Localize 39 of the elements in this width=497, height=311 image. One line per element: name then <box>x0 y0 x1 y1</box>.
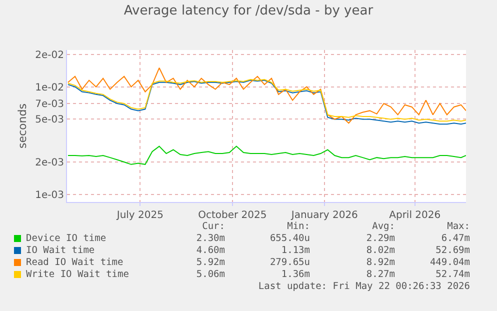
text: 5.92m <box>195 257 225 268</box>
text: Max: <box>447 221 470 232</box>
text: Last update: Fri May 22 00:26:33 2026 <box>257 281 470 292</box>
text: 8.02m <box>365 245 395 256</box>
text: 6.47m <box>441 233 470 244</box>
text: Min: <box>286 221 310 232</box>
y-tick-label: 1e-03 <box>35 190 64 201</box>
legend-label: IO Wait time <box>26 245 95 256</box>
chart-title: Average latency for /dev/sda - by year <box>124 4 374 19</box>
y-tick-label: 5e-03 <box>35 114 64 126</box>
legend-label: Device IO time <box>26 233 106 244</box>
y-tick-label: 2e-03 <box>35 158 64 169</box>
y-tick-label: 7e-03 <box>35 99 64 110</box>
x-tick-label: January 2026 <box>290 210 358 221</box>
text: 2.30m <box>195 233 225 244</box>
text: 4.60m <box>195 245 225 256</box>
text: 279.65u <box>268 257 310 268</box>
x-tick-label: July 2025 <box>116 210 164 221</box>
text: 8.92m <box>365 257 395 268</box>
text: 1.36m <box>280 269 310 280</box>
y-axis-title: seconds <box>16 103 29 148</box>
text: Avg: <box>371 221 395 232</box>
text: 5.06m <box>195 269 225 280</box>
legend-label: Read IO Wait time <box>26 257 124 268</box>
text: 52.69m <box>436 245 470 256</box>
text: 8.27m <box>365 269 395 280</box>
text: 2.29m <box>365 233 395 244</box>
legend-label: Write IO Wait time <box>26 269 129 280</box>
x-tick-label: April 2026 <box>389 210 441 221</box>
text: 1.13m <box>280 245 310 256</box>
y-tick-label: 2e-02 <box>35 50 64 61</box>
text: 52.74m <box>436 269 470 280</box>
text: 655.40u <box>268 233 310 244</box>
line-series <box>68 67 466 124</box>
line-series <box>68 146 466 165</box>
x-tick-label: October 2025 <box>198 210 267 221</box>
text: Cur: <box>201 221 225 232</box>
y-tick-label: 1e-02 <box>35 82 64 94</box>
text: 449.04m <box>430 257 470 268</box>
